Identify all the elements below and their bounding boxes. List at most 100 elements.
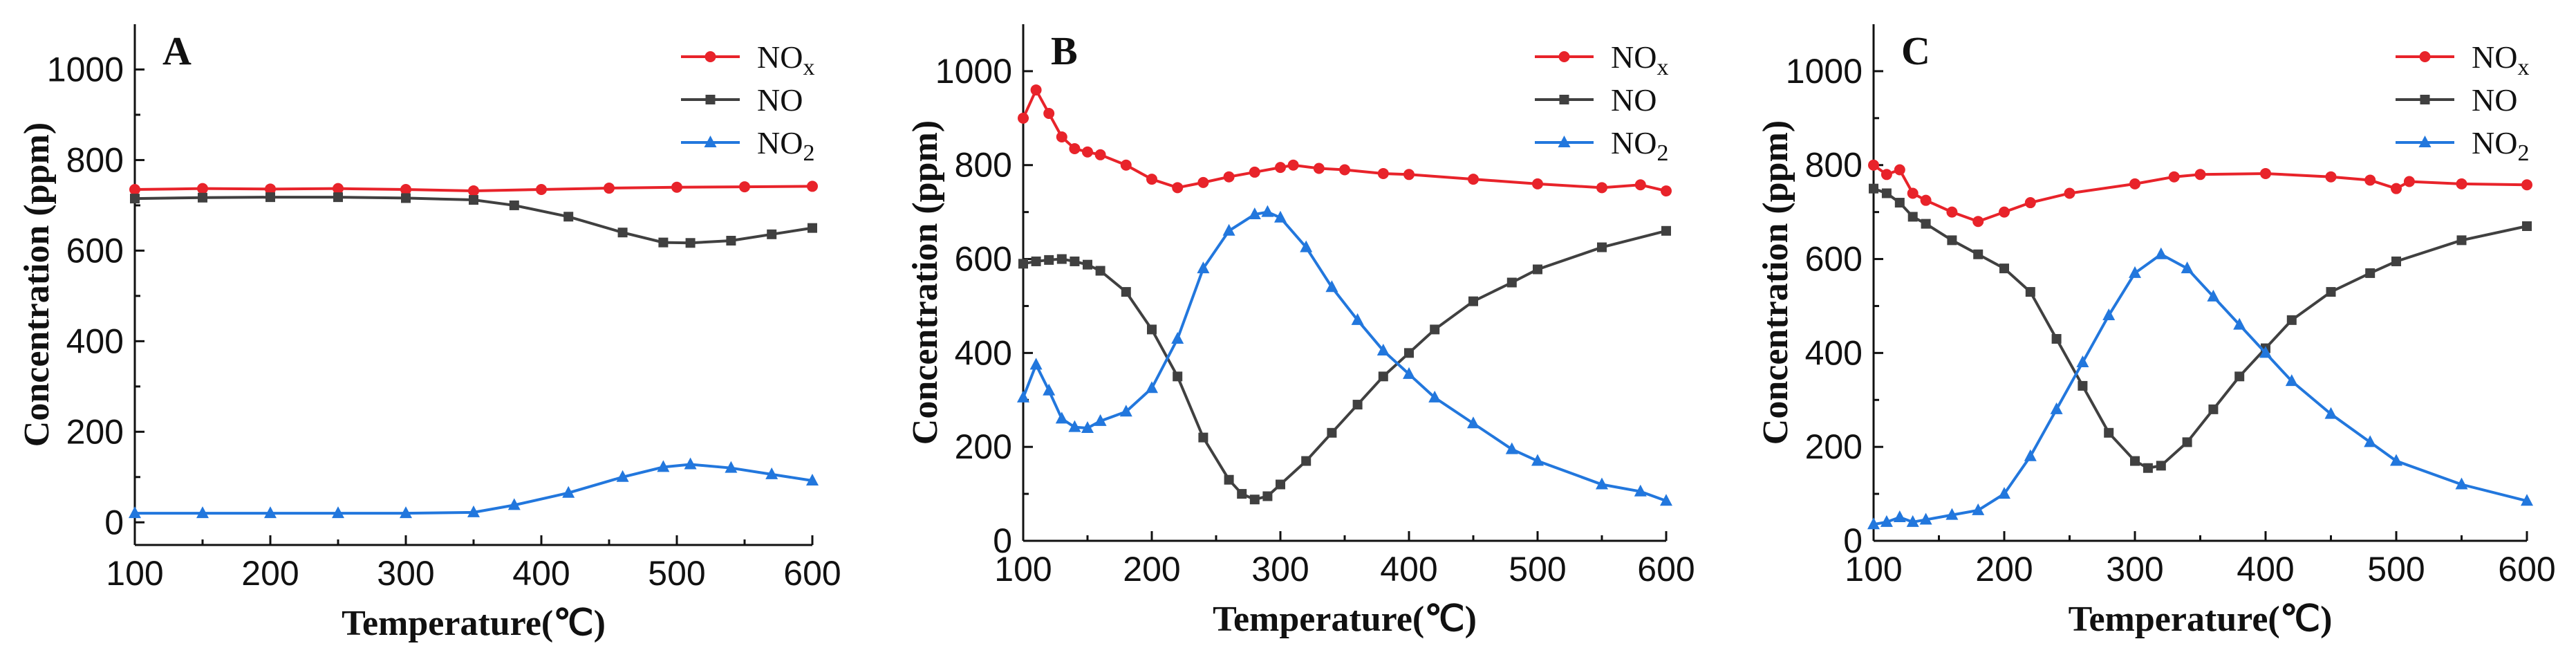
panel-a-y-tick-label: 800: [66, 140, 124, 179]
panel-c-nox-point: [2024, 197, 2036, 209]
panel-b-no-point: [1044, 255, 1054, 265]
panel-c-no-point: [2130, 456, 2140, 466]
panel-c-series-no2: [1867, 247, 2533, 530]
panel-b-no2-point: [1146, 381, 1158, 394]
panel-c-y-tick-label: 600: [1805, 240, 1863, 279]
panel-b-series-no: [1018, 225, 1671, 505]
panel-c-no-point: [2326, 287, 2336, 297]
panel-c-nox-point: [2194, 169, 2206, 181]
panel-b-nox-point: [1377, 167, 1389, 179]
panel-b-no2-point: [1197, 261, 1210, 274]
panel-a-no2-line: [135, 463, 813, 515]
panel-c-no2-point: [2154, 247, 2167, 259]
panel-a-nox-point: [129, 183, 140, 195]
panel-b-no-point: [1056, 254, 1067, 264]
panel-b-nox-point: [1043, 108, 1055, 120]
panel-c-x-tick-label: 600: [2498, 550, 2555, 589]
panel-c-no-point: [2051, 333, 2062, 344]
panel-a-legend-label-no2: NO2: [757, 125, 814, 166]
panel-c-nox-point: [2403, 176, 2415, 187]
panel-b-x-tick-label: 500: [1509, 550, 1566, 589]
panel-a-x-tick-label: 200: [241, 554, 299, 593]
panel-c-x-tick-label: 100: [1845, 550, 1902, 589]
panel-b-letter: B: [1051, 28, 1078, 73]
panel-a-nox-point: [671, 181, 682, 193]
panel-c-nox-point: [1894, 164, 1905, 176]
panel-b-no2-point: [1043, 383, 1056, 396]
panel-b-no-line: [1023, 229, 1667, 501]
panel-a-y-tick-label: 400: [66, 322, 124, 360]
panel-b-legend-marker-no: [1559, 95, 1569, 104]
panel-b-no-point: [1378, 371, 1388, 382]
panel-b-no-point: [1352, 400, 1363, 410]
panel-a-legend-label-nox: NOx: [757, 39, 814, 80]
panel-b-no-point: [1262, 491, 1273, 501]
panel-b-nox-point: [1120, 159, 1132, 171]
panel-a-series-no2: [129, 457, 819, 519]
panel-a-no-line: [134, 196, 813, 245]
panel-c-nox-point: [2456, 178, 2467, 189]
panel-b-no2-point: [1222, 223, 1235, 236]
panel-b-no-point: [1430, 324, 1440, 335]
panel-a-x-tick-label: 500: [648, 554, 705, 593]
panel-b: 0 200 400 600 800 1000 100 200 300 400 500 600 Tempe…: [906, 24, 1695, 639]
panel-a-nox-point: [197, 183, 208, 194]
panel-b-no2-point: [1017, 390, 1029, 403]
panel-b-no-point: [1070, 256, 1080, 266]
panel-c-nox-point: [1972, 216, 1984, 228]
panel-a-series-nox: [129, 181, 818, 196]
panel-c-legend-label-nox: NOx: [2472, 39, 2529, 80]
panel-a-no-point: [509, 200, 519, 210]
panel-c-no-point: [1999, 263, 2009, 274]
panel-c-nox-point: [2064, 187, 2075, 199]
panel-b-no-point: [1249, 494, 1260, 505]
panel-b-nox-point: [1223, 171, 1235, 183]
panel-b-nox-point: [1661, 185, 1672, 197]
panel-c-no-point: [2078, 380, 2088, 391]
panel-a-no-point: [658, 237, 669, 248]
panel-b-nox-point: [1030, 84, 1042, 96]
panel-b-no-point: [1533, 264, 1542, 275]
panel-c-nox-point: [1907, 187, 1919, 199]
panel-c-x-axis-title: Temperature(℃): [2069, 600, 2333, 639]
panel-b-nox-point: [1287, 159, 1299, 171]
panel-b-no-point: [1276, 479, 1285, 490]
panel-b-y-tick-label: 400: [955, 333, 1012, 372]
panel-a-x-tick-label: 600: [783, 554, 841, 593]
panel-c-no2-point: [2076, 355, 2089, 367]
panel-c-nox-point: [2521, 179, 2532, 191]
panel-c-y-tick-label: 200: [1805, 427, 1863, 466]
panel-c-no-point: [2286, 315, 2297, 325]
panel-c-no2-point: [2207, 289, 2220, 302]
panel-a-no2-point: [562, 485, 575, 498]
panel-a: 0 200 400 600 800 1000 100 200 300 400 500 600 Tempe…: [17, 24, 841, 643]
panel-c-no-point: [2025, 287, 2035, 297]
panel-c-nox-point: [2129, 178, 2140, 189]
panel-b-x-axis-title: Temperature(℃): [1213, 600, 1477, 639]
panel-c-no2-point: [1998, 487, 2010, 499]
panel-b-no-point: [1224, 474, 1234, 485]
panel-b-no2-line: [1022, 210, 1667, 503]
panel-c-no2-line: [1873, 252, 2528, 526]
panel-b-no2-point: [1274, 210, 1287, 223]
panel-b-no2-point: [1634, 484, 1647, 497]
panel-b-legend-marker-nox: [1558, 51, 1570, 62]
panel-b-no2-point: [1428, 390, 1441, 403]
panel-a-y-tick-label: 600: [66, 231, 124, 270]
panel-b-series-nox: [1018, 84, 1672, 197]
panel-c-no-point: [1881, 188, 1892, 198]
panel-a-nox-point: [536, 183, 547, 195]
panel-b-no-point: [1661, 225, 1671, 236]
panel-a-no-point: [617, 228, 628, 238]
panel-c-no-line: [1873, 187, 2528, 470]
panel-c-nox-point: [1880, 169, 1892, 181]
panel-c-no2-point: [2324, 407, 2337, 419]
panel-c-no-point: [1907, 212, 1918, 222]
panel-c-no-point: [2456, 235, 2467, 246]
panel-a-y-tick-label: 1000: [47, 50, 124, 89]
panel-b-no2-point: [1351, 313, 1364, 325]
panel-c-x-tick-label: 500: [2367, 550, 2425, 589]
panel-b-y-tick-label: 1000: [935, 52, 1012, 91]
panel-b-no-point: [1083, 259, 1092, 270]
